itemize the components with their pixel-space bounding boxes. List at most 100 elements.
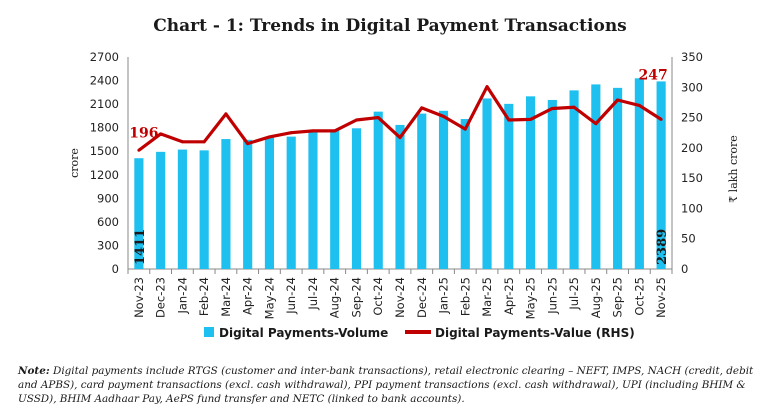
x-tick-label: Jan-25 [437,277,451,315]
volume-bar [264,137,275,269]
volume-bars [134,78,666,270]
value-point [594,122,598,126]
right-tick-label: 350 [681,50,703,64]
volume-bar [547,99,557,269]
volume-bar [308,130,318,269]
volume-bar [438,110,449,269]
value-point [333,129,337,133]
x-tick-label: Jul-24 [306,277,320,311]
volume-bar [525,96,536,270]
left-tick-label: 2100 [90,97,119,111]
value-point [137,148,141,152]
volume-bar [591,84,601,270]
left-tick-label: 300 [97,238,119,252]
x-tick-label: Nov-24 [393,277,407,318]
note-text: Digital payments include RTGS (customer … [18,365,754,405]
value-last-label: 247 [639,67,668,83]
value-point [311,129,315,133]
volume-bar [330,129,340,269]
legend-volume-label: Digital Payments-Volume [219,326,388,340]
x-tick-label: Aug-25 [589,277,603,318]
value-point [616,98,620,102]
value-point [442,114,446,118]
legend-volume-swatch [204,327,214,337]
value-point [637,103,641,107]
data-labels: 196 247 1411 2389 [129,67,670,265]
value-point [463,127,467,131]
chart-axes: 0 300 600 900 1200 1500 1800 2100 2400 2700 0 50 100… [68,50,740,319]
value-first-label: 196 [129,125,158,141]
right-tick-label: 0 [681,262,688,276]
x-tick-label: Oct-24 [371,277,385,316]
x-tick-label: Dec-23 [154,277,168,318]
value-point [550,106,554,110]
volume-bar [351,128,362,269]
left-tick-label: 1500 [90,144,119,158]
x-tick-label: Nov-23 [132,277,146,318]
volume-bar [243,139,253,269]
volume-bar [482,98,492,269]
left-tick-label: 2700 [90,50,119,64]
value-point [529,117,533,121]
chart-legend: Digital Payments-Volume Digital Payments-… [204,326,635,340]
value-point [398,136,402,140]
note-prefix: Note: [18,365,50,377]
left-axis-label: crore [68,148,81,178]
value-point [289,131,293,135]
x-tick-label: May-25 [524,277,538,319]
volume-bar [177,149,187,269]
x-tick-label: Jul-25 [567,277,581,311]
value-point [572,105,576,109]
x-tick-label: Apr-24 [241,277,255,315]
volume-bar [286,136,296,269]
value-point [224,112,228,116]
volume-bar [134,158,144,269]
value-point [659,117,663,121]
x-tick-label: Jun-24 [284,277,298,315]
volume-first-label: 1411 [133,229,148,265]
x-tick-label: Nov-25 [654,277,668,318]
volume-bar [373,111,383,269]
x-tick-label: Feb-24 [197,277,211,316]
value-point [180,140,184,144]
x-tick-label: Jan-24 [175,277,189,315]
volume-bar [417,113,427,270]
volume-bar [613,87,623,269]
volume-bar [634,78,644,269]
volume-bar [395,124,405,269]
volume-bar [460,119,470,269]
volume-last-label: 2389 [655,229,670,265]
volume-bar [156,151,166,269]
x-tick-label: Aug-24 [328,277,342,318]
value-point [246,142,250,146]
volume-bar [504,103,514,270]
value-point [202,140,206,144]
x-tick-label: May-24 [262,277,276,319]
left-tick-label: 600 [97,215,119,229]
x-tick-label: Apr-25 [502,277,516,315]
right-tick-label: 300 [681,80,703,94]
value-point [267,135,271,139]
left-tick-label: 0 [112,262,119,276]
volume-bar [199,150,209,269]
volume-bar [221,139,231,269]
volume-bar [656,81,666,270]
x-tick-label: Dec-24 [415,277,429,318]
legend-value-label: Digital Payments-Value (RHS) [435,326,635,340]
x-tick-label: Sep-24 [349,277,363,317]
value-line [137,85,663,152]
volume-bar [569,90,579,270]
value-point [420,106,424,110]
right-tick-label: 200 [681,141,703,155]
left-tick-label: 2400 [90,74,119,88]
right-axis-label: ₹ lakh crore [727,135,740,203]
left-tick-label: 900 [97,191,119,205]
value-point [354,118,358,122]
x-tick-label: Mar-25 [480,277,494,317]
value-point [376,116,380,120]
chart-note: Note: Digital payments include RTGS (cus… [18,364,766,406]
x-tick-label: Mar-24 [219,277,233,317]
left-tick-label: 1800 [90,121,119,135]
x-tick-label: Oct-25 [632,277,646,316]
